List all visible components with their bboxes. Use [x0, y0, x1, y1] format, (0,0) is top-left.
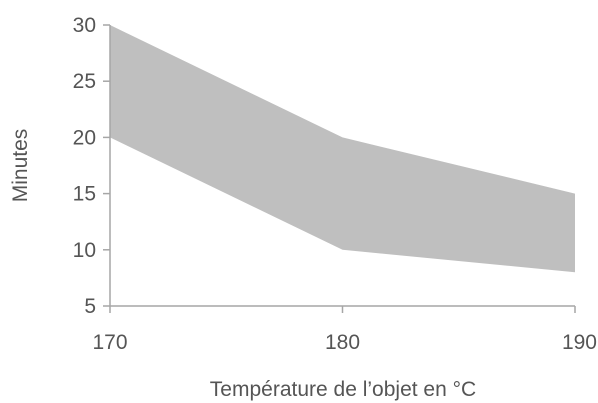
x-tick-label: 190: [562, 331, 597, 354]
y-tick-label: 15: [73, 183, 96, 206]
plot-area: [110, 25, 575, 273]
y-axis-title: Minutes: [9, 129, 32, 203]
y-axis-ticks: 5 10 15 20 25 30: [73, 14, 110, 318]
y-tick-label: 5: [84, 295, 96, 318]
x-axis-title: Température de l’objet en °C: [210, 378, 476, 401]
x-tick-label: 180: [325, 331, 360, 354]
x-tick-label: 170: [92, 331, 127, 354]
x-axis-ticks: 170 180 190: [92, 306, 597, 354]
y-tick-label: 20: [73, 126, 96, 149]
range-band: [110, 25, 575, 273]
y-tick-label: 10: [73, 239, 96, 262]
y-tick-label: 30: [73, 14, 96, 37]
y-tick-label: 25: [73, 70, 96, 93]
